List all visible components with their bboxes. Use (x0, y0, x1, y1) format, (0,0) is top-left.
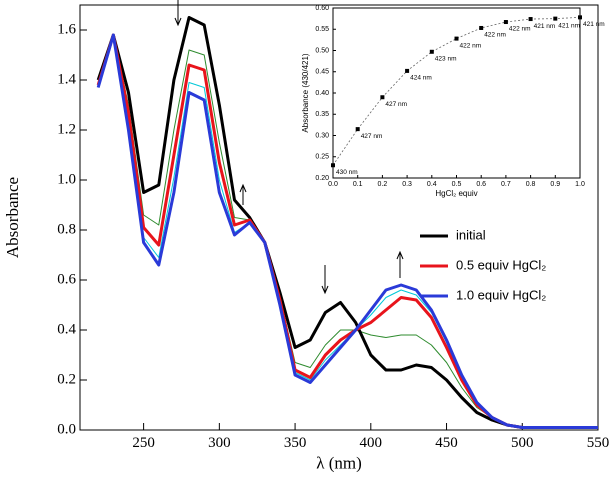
point-label: 421 nm (534, 23, 556, 30)
fit-line (332, 16, 581, 166)
arrow-head (321, 285, 329, 295)
x-tick-label: 250 (132, 435, 155, 451)
y-tick-label: 0.6 (57, 271, 76, 287)
point (405, 68, 410, 73)
point-label: 421 nm (558, 22, 580, 29)
y-tick-label: 1.6 (57, 21, 76, 37)
main-plot: 0.0 0.2 0.4 0.6 0.8 1.0 1.2 1.4 1.6 250 300 350 400 4… (3, 4, 610, 472)
x-axis-label: HgCl₂ equiv (435, 189, 477, 198)
y-tick-label: 0.35 (315, 111, 329, 118)
point (503, 20, 508, 25)
point-label: 430 nm (336, 169, 358, 176)
point-label: 421 nm (583, 21, 605, 28)
y-tick-label: 0.55 (315, 26, 329, 33)
y-tick-label: 0.60 (315, 5, 329, 12)
inset: 0.20 0.25 0.30 0.35 0.40 0.45 0.50 0.55 0.60 0.0 0… (301, 5, 605, 198)
y-tick-label: 0.45 (315, 69, 329, 76)
series-line (96, 33, 598, 429)
y-tick-label: 0.30 (315, 132, 329, 139)
y-tick-label: 0.20 (315, 175, 329, 182)
plot-frame (332, 7, 581, 179)
legend-label: 1.0 equiv HgCl₂ (456, 287, 546, 302)
y-tick-label: 0.40 (315, 90, 329, 97)
x-tick-label: 0.2 (378, 181, 388, 188)
x-tick-label: 0.4 (427, 181, 437, 188)
y-axis-label: Absorbance (3, 177, 22, 258)
arrow-head (174, 17, 182, 27)
arrow-head (239, 183, 247, 193)
y-tick-label: 1.0 (57, 171, 76, 187)
y-tick-label: 0.25 (315, 154, 329, 161)
y-tick-label: 1.2 (57, 121, 76, 137)
x-tick-label: 0.3 (402, 181, 412, 188)
x-tick-label: 550 (587, 435, 610, 451)
legend-label: initial (456, 227, 486, 242)
point (331, 163, 335, 168)
y-tick-label: 0.50 (315, 47, 329, 54)
y-tick-label: 0.8 (57, 221, 76, 237)
legend-label: 0.5 equiv HgCl₂ (456, 257, 546, 272)
x-tick-label: 400 (360, 435, 383, 451)
series-line (96, 16, 598, 429)
x-tick-label: 0.6 (476, 181, 486, 188)
point (355, 127, 360, 132)
point-label: 427 nm (385, 101, 407, 108)
point-label: 427 nm (361, 133, 383, 140)
point (380, 95, 385, 100)
y-tick-label: 0.4 (57, 321, 76, 337)
plot-frame (79, 4, 599, 431)
x-tick-label: 300 (208, 435, 231, 451)
x-axis-label: λ (nm) (316, 453, 362, 472)
point-label: 422 nm (460, 42, 482, 49)
y-tick-label: 0.0 (57, 421, 76, 437)
point-label: 422 nm (509, 26, 531, 33)
x-tick-label: 0.0 (328, 181, 338, 188)
y-axis-label: Absorbance (430/421) (301, 53, 310, 133)
arrows (174, 0, 404, 295)
y-tick-label: 1.4 (57, 71, 76, 87)
point (454, 36, 459, 41)
arrow-head (396, 250, 404, 260)
x-tick-label: 0.9 (550, 181, 560, 188)
x-tick-label: 450 (435, 435, 458, 451)
point (429, 49, 434, 54)
point-label: 424 nm (410, 75, 432, 82)
point-label: 423 nm (435, 55, 457, 62)
x-tick-label: 0.5 (452, 181, 462, 188)
point (479, 25, 484, 30)
y-tick-label: 0.2 (57, 371, 76, 387)
x-tick-label: 0.7 (501, 181, 511, 188)
x-tick-label: 0.8 (526, 181, 536, 188)
point (553, 16, 558, 21)
point-label: 422 nm (484, 32, 506, 39)
point (528, 17, 533, 22)
x-tick-label: 1.0 (575, 181, 585, 188)
x-tick-label: 500 (511, 435, 534, 451)
x-tick-label: 0.1 (353, 181, 363, 188)
point (578, 15, 582, 20)
x-tick-label: 350 (284, 435, 307, 451)
